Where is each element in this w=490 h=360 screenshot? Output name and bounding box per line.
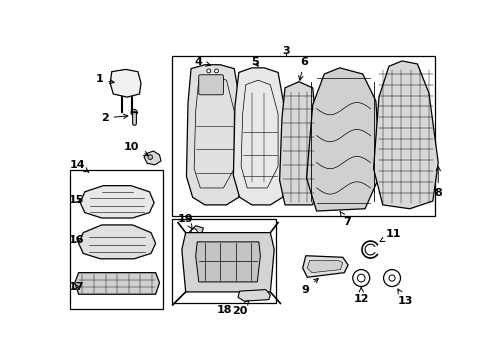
Polygon shape <box>187 65 244 205</box>
Circle shape <box>131 109 137 116</box>
Text: 15: 15 <box>69 194 84 204</box>
Circle shape <box>207 69 211 73</box>
Text: 8: 8 <box>434 166 442 198</box>
Polygon shape <box>110 69 141 97</box>
Polygon shape <box>233 68 287 205</box>
Text: 2: 2 <box>101 113 128 123</box>
Polygon shape <box>307 260 343 273</box>
Bar <box>172 56 435 216</box>
FancyBboxPatch shape <box>199 75 223 95</box>
Polygon shape <box>182 233 274 292</box>
Text: 12: 12 <box>353 288 369 304</box>
Text: 4: 4 <box>194 57 210 67</box>
Text: 5: 5 <box>251 57 259 67</box>
Polygon shape <box>303 256 348 277</box>
Text: 14: 14 <box>70 160 89 172</box>
Bar <box>172 219 276 303</box>
Polygon shape <box>238 289 270 301</box>
Text: 19: 19 <box>178 214 194 229</box>
Text: 9: 9 <box>302 278 318 294</box>
Polygon shape <box>280 82 318 205</box>
Text: 6: 6 <box>298 57 308 80</box>
Polygon shape <box>190 226 203 238</box>
Text: 13: 13 <box>397 289 413 306</box>
Text: 20: 20 <box>232 301 249 316</box>
Polygon shape <box>307 68 381 211</box>
Text: 7: 7 <box>340 212 351 227</box>
Text: 18: 18 <box>217 305 232 315</box>
Text: 3: 3 <box>282 46 290 56</box>
Bar <box>70 170 163 309</box>
Text: 17: 17 <box>69 282 84 292</box>
Circle shape <box>148 155 152 159</box>
Circle shape <box>191 229 197 235</box>
Polygon shape <box>78 225 156 259</box>
Polygon shape <box>80 186 154 218</box>
Polygon shape <box>373 61 438 209</box>
Polygon shape <box>196 242 260 282</box>
Text: 16: 16 <box>69 235 84 245</box>
Circle shape <box>215 69 219 73</box>
Polygon shape <box>144 151 161 165</box>
Polygon shape <box>75 273 159 294</box>
Text: 11: 11 <box>380 229 401 242</box>
Text: 1: 1 <box>96 75 114 84</box>
Text: 10: 10 <box>124 142 148 156</box>
